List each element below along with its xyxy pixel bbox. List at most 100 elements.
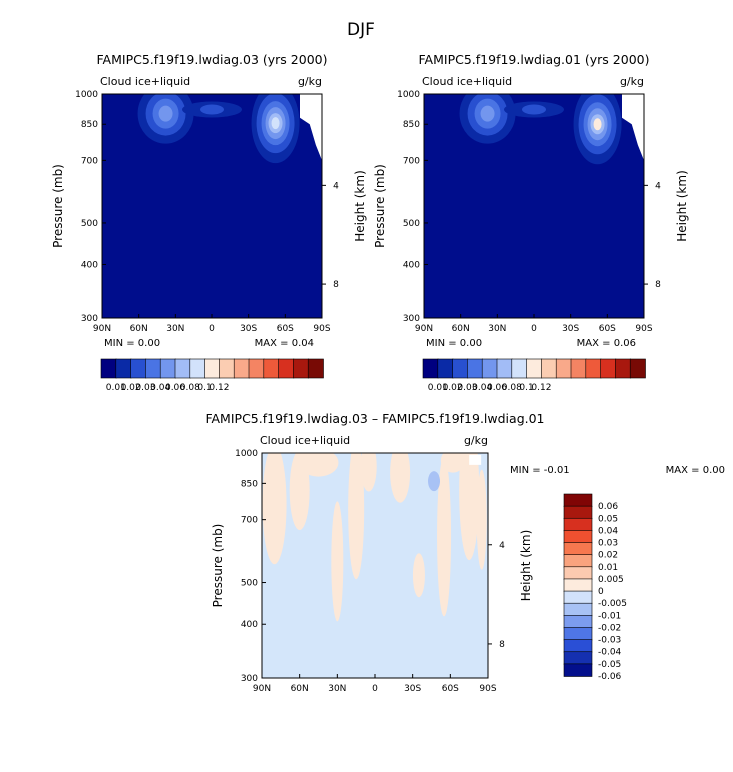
y-axis-label: Pressure (mb) [51,164,65,248]
y-tick-label: 700 [403,156,420,166]
y-tick-label: 700 [81,156,98,166]
colorbar-label: 0.03 [457,383,477,393]
colorbar-cell [563,639,593,653]
height-tick-label: 8 [655,280,661,290]
colorbar-cell [563,554,593,568]
panels: 90N 60N 30N 0 30S 60S 90S300400500700850100048… [51,52,725,694]
x-tick-label: 90N [253,684,271,694]
colorbar-cell [159,358,176,379]
colorbar-label: 0.02 [121,383,141,393]
min-label: MIN = -0.01 [510,465,570,476]
colorbar-cell [189,358,206,379]
y-tick-label: 400 [403,260,420,270]
colorbar-label: 0.05 [598,514,618,524]
colorbar-cell [563,517,593,532]
x-tick-label: 30N [328,684,346,694]
colorbar-cell [563,542,593,556]
colorbar-cell [563,566,593,580]
x-tick-label: 30N [488,324,506,334]
colorbar-cell [629,358,646,379]
positive-patch [476,469,487,570]
colorbar-label: 0.06 [598,502,618,512]
figure-title: DJF [347,20,375,40]
colorbar-cell [563,578,593,592]
variable-label: Cloud ice+liquid [422,75,512,88]
y-tick-label: 500 [403,219,420,229]
panel-title: FAMIPC5.f19f19.lwdiag.03 – FAMIPC5.f19f1… [205,411,544,426]
height-tick-label: 4 [333,181,339,191]
units-label: g/kg [620,75,644,88]
colorbar-cell [100,358,117,379]
colorbar-cell [437,358,454,379]
positive-patch [437,456,452,617]
colorbar-cell [248,358,265,379]
colorbar-cell [600,358,617,379]
x-tick-label: 30S [240,324,257,334]
x-tick-label: 60N [291,684,309,694]
y-axis-label: Pressure (mb) [211,524,225,608]
colorbar-label: 0.06 [165,383,185,393]
colorbar-cell [563,493,593,507]
colorbar-cell [219,358,235,379]
max-label: MAX = 0.06 [577,338,636,349]
colorbar-label: 0.04 [150,383,170,393]
min-label: MIN = 0.00 [426,338,482,349]
colorbar-cell [422,358,439,379]
colorbar-label: 0.03 [135,383,155,393]
units-label: g/kg [464,434,488,447]
colorbar-cell [130,358,147,379]
x-tick-label: 60N [130,324,148,334]
field [262,453,488,678]
x-tick-label: 60S [442,684,459,694]
y-tick-label: 400 [241,620,258,630]
height-axis-label: Height (km) [675,170,689,241]
colorbar-label: 0.08 [502,383,522,393]
colorbar-cell [496,358,513,379]
missing-data-mask [622,94,644,161]
colorbar-cell [563,505,593,520]
colorbar-label: -0.02 [598,623,621,633]
colorbar-cell [563,663,593,677]
colorbar-label: 0.1 [197,383,211,393]
positive-patch [348,453,365,580]
colorbar-label: -0.04 [598,648,622,658]
chart-panel-2: 90N 60N 30N 0 30S 60S 90S 300 400 500 700 850 1000 4 8… [373,52,689,393]
x-tick-label: 90S [479,684,496,694]
colorbar-label: 0.01 [106,383,126,393]
y-axis-label: Pressure (mb) [373,164,387,248]
x-tick-label: 60S [277,324,294,334]
colorbar-cell [511,358,528,379]
y-tick-label: 850 [403,120,420,130]
colorbar-label: 0.03 [598,539,618,549]
field [102,94,322,318]
colorbar-label: -0.01 [598,611,621,621]
height-tick-label: 4 [499,541,505,551]
y-tick-label: 500 [241,579,258,589]
colorbar-cell [307,358,324,379]
x-tick-label: 0 [372,684,378,694]
colorbar-cell [585,358,602,379]
contour-lobe [200,104,224,115]
colorbar-label: 0.1 [519,383,533,393]
height-tick-label: 8 [333,280,339,290]
x-tick-label: 30S [562,324,579,334]
positive-patch [390,453,411,503]
colorbar-label: 0 [598,587,604,597]
colorbar-cell [278,358,295,379]
contour-lobe [158,105,173,122]
colorbar-cell [563,602,593,617]
colorbar-cell [204,358,221,379]
y-tick-label: 1000 [397,90,420,100]
x-tick-label: 90N [93,324,111,334]
colorbar-label: -0.005 [598,599,627,609]
colorbar-cell [174,358,191,379]
x-tick-label: 0 [531,324,537,334]
y-tick-label: 1000 [235,449,258,459]
x-tick-label: 30N [166,324,184,334]
positive-patch [412,553,425,598]
colorbar-cell [563,615,593,629]
x-tick-label: 90S [313,324,330,334]
colorbar-cell [541,358,558,379]
positive-patch [298,453,339,477]
colorbar-cell [526,358,543,379]
